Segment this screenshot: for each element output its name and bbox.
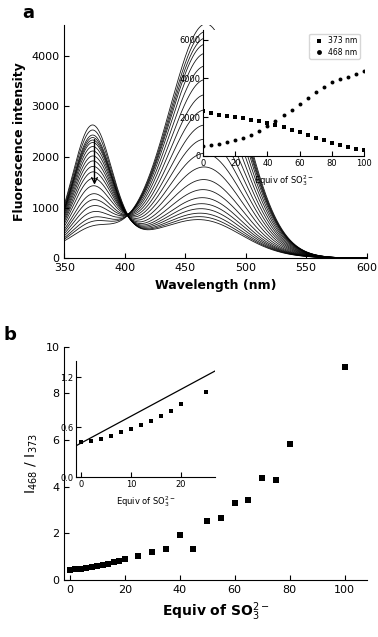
Point	[191, 544, 197, 554]
Point	[100, 560, 106, 570]
X-axis label: Equiv of SO$_3^{2-}$: Equiv of SO$_3^{2-}$	[162, 600, 269, 623]
Point	[67, 565, 73, 575]
Point	[72, 564, 78, 575]
Y-axis label: $\rm I_{468}\ /\ I_{373}$: $\rm I_{468}\ /\ I_{373}$	[23, 433, 40, 494]
Point	[122, 554, 128, 564]
Point	[259, 473, 265, 483]
Point	[83, 563, 89, 573]
Text: b: b	[4, 326, 17, 344]
Point	[232, 498, 238, 508]
Point	[218, 513, 224, 523]
Point	[94, 561, 100, 571]
Text: a: a	[22, 4, 34, 22]
Point	[287, 439, 293, 449]
Point	[245, 495, 251, 505]
Point	[204, 516, 210, 526]
Point	[105, 559, 111, 569]
Point	[273, 475, 279, 485]
Point	[177, 531, 183, 541]
Point	[149, 547, 155, 557]
Point	[163, 544, 169, 554]
Y-axis label: Fluorescence intensity: Fluorescence intensity	[13, 62, 26, 221]
Point	[342, 362, 348, 372]
Point	[78, 564, 84, 574]
Point	[135, 551, 141, 561]
Point	[111, 557, 117, 568]
Point	[89, 562, 95, 572]
X-axis label: Wavelength (nm): Wavelength (nm)	[155, 279, 276, 292]
Point	[116, 556, 122, 566]
